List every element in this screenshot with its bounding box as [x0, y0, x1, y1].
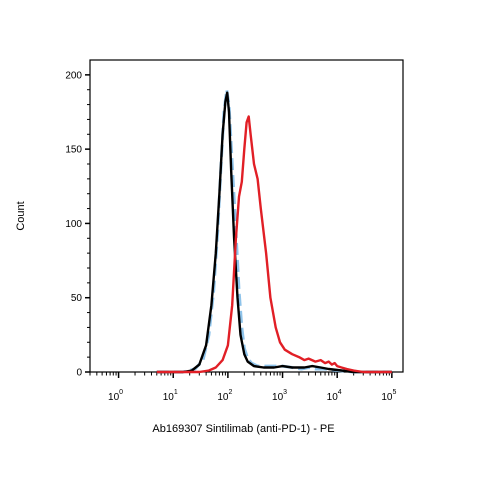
y-tick-label: 0 — [76, 368, 82, 379]
series-line-1 — [156, 91, 392, 374]
y-tick-label: 200 — [65, 70, 82, 81]
y-tick-label: 50 — [71, 293, 83, 304]
x-tick-label: 104 — [327, 389, 342, 403]
series-line-0 — [156, 88, 392, 374]
series-layer — [156, 88, 392, 374]
x-tick-label: 101 — [163, 389, 178, 403]
plot-frame — [89, 59, 404, 373]
y-tick-label: 150 — [65, 145, 82, 156]
plot-area: 0 50 100 150 200 100 101 102 103 104 105 — [65, 59, 404, 403]
x-axis-title: Ab169307 Sintilimab (anti-PD-1) - PE — [152, 423, 334, 435]
x-axis: 100 101 102 103 104 105 — [89, 372, 396, 403]
y-tick-label: 100 — [65, 219, 82, 230]
x-tick-label: 105 — [381, 389, 396, 403]
y-axis-title: Count — [15, 201, 27, 230]
x-tick-label: 100 — [108, 389, 123, 403]
x-tick-label: 103 — [272, 389, 287, 403]
x-tick-label: 102 — [217, 389, 232, 403]
series-line-2 — [156, 115, 392, 374]
y-axis: 0 50 100 150 200 — [65, 70, 90, 379]
